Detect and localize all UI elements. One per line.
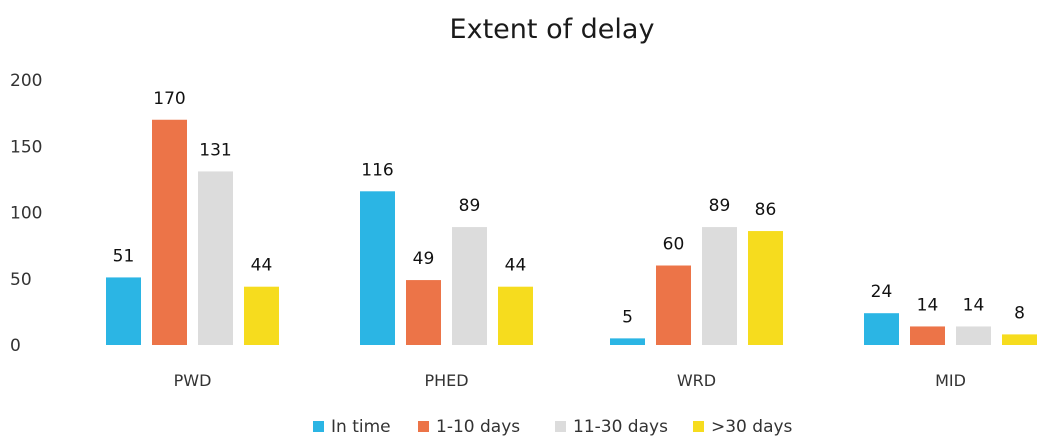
bar — [610, 338, 645, 345]
data-label: 60 — [663, 235, 685, 255]
category-label: MID — [935, 371, 966, 390]
data-label: 131 — [199, 140, 231, 160]
legend-label: 11-30 days — [573, 417, 668, 437]
data-label: 8 — [1014, 303, 1025, 323]
x-axis: PWD PHED WRD MID — [174, 371, 966, 390]
bar — [748, 231, 783, 345]
y-tick-label: 0 — [10, 336, 21, 356]
data-label: 5 — [622, 307, 633, 327]
data-label: 14 — [963, 295, 985, 315]
legend-swatch — [693, 421, 704, 432]
data-label: 44 — [251, 256, 273, 276]
legend-label: 1-10 days — [436, 417, 520, 437]
data-label: 170 — [153, 89, 185, 109]
bar — [360, 191, 395, 345]
category-label: PWD — [174, 371, 212, 390]
bar — [956, 326, 991, 345]
category-label: WRD — [677, 371, 716, 390]
bar — [244, 286, 279, 345]
data-label: 14 — [917, 295, 939, 315]
legend-swatch — [313, 421, 324, 432]
data-label: 89 — [709, 196, 731, 216]
data-label: 89 — [459, 196, 481, 216]
chart-title: Extent of delay — [450, 14, 655, 45]
bar — [910, 326, 945, 345]
data-label: 49 — [413, 249, 435, 269]
data-label: 116 — [361, 160, 393, 180]
legend: In time 1-10 days 11-30 days >30 days — [313, 417, 793, 437]
bar — [198, 171, 233, 345]
bar — [406, 280, 441, 345]
bar — [106, 277, 141, 345]
y-tick-label: 100 — [10, 204, 42, 224]
legend-swatch — [418, 421, 429, 432]
data-label: 51 — [113, 246, 135, 266]
y-tick-label: 200 — [10, 71, 42, 91]
bar — [498, 286, 533, 345]
plot-area: 51 170 131 44 116 49 89 44 5 60 89 86 24 14 14 8 — [106, 89, 1037, 345]
data-label: 86 — [755, 200, 777, 220]
data-label: 44 — [505, 256, 527, 276]
legend-swatch — [555, 421, 566, 432]
category-label: PHED — [424, 371, 468, 390]
legend-label: >30 days — [711, 417, 793, 437]
bar — [452, 227, 487, 345]
bar — [864, 313, 899, 345]
bar — [702, 227, 737, 345]
data-label: 24 — [871, 282, 893, 302]
bar — [656, 265, 691, 345]
y-tick-label: 50 — [10, 270, 32, 290]
bar — [152, 119, 187, 345]
y-tick-label: 150 — [10, 137, 42, 157]
bar — [1002, 334, 1037, 345]
y-axis: 0 50 100 150 200 — [10, 71, 42, 356]
legend-label: In time — [331, 417, 391, 437]
